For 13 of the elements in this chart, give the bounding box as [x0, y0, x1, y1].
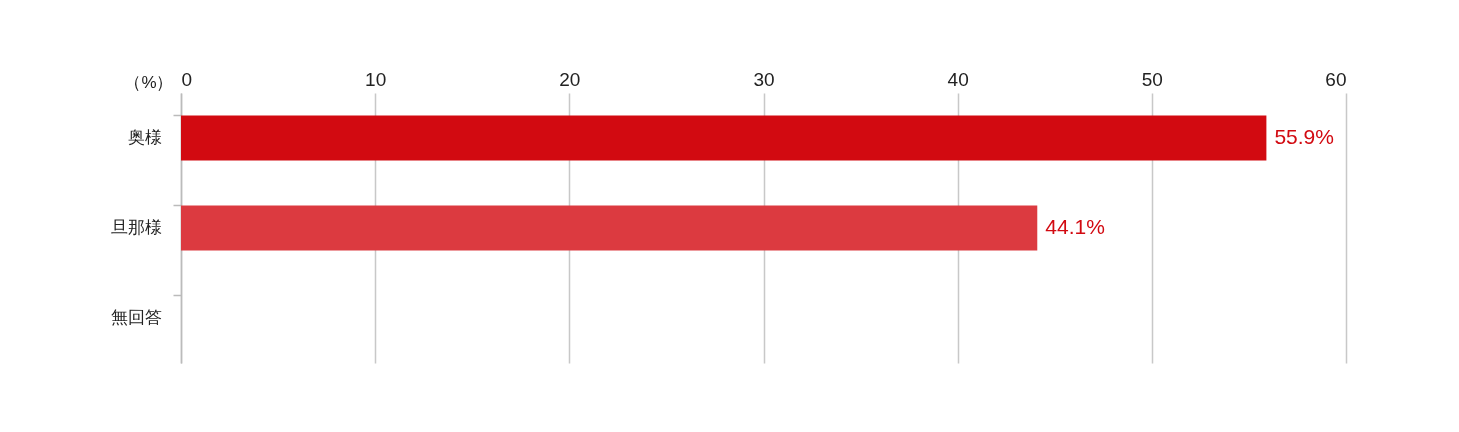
- x-tick-label: 40: [947, 68, 969, 90]
- x-tick-label: 60: [1325, 68, 1347, 90]
- x-tick-label: 10: [365, 68, 387, 90]
- x-tick-label: 0: [181, 68, 193, 90]
- x-tick-label: 20: [559, 68, 581, 90]
- data-label: 44.1%: [1045, 215, 1105, 238]
- x-axis-title: （%）: [124, 72, 174, 92]
- y-tick-label: 奥様: [127, 128, 162, 147]
- x-tick-label: 30: [753, 68, 775, 90]
- y-tick-label: 旦那様: [110, 218, 162, 237]
- data-label: 55.9%: [1274, 125, 1334, 148]
- x-tick-label: 50: [1141, 68, 1163, 90]
- y-tick-label: 無回答: [110, 308, 162, 327]
